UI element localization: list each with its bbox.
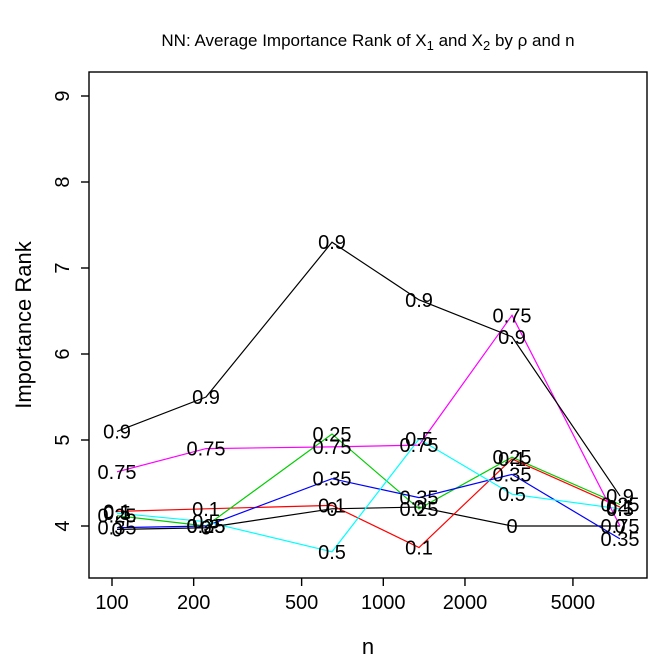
point-label-rho-0.9-n-200: 0.9 — [192, 387, 220, 409]
y-tick-label-4: 4 — [52, 520, 74, 531]
point-label-rho-0.35-n-200: 0.35 — [187, 516, 226, 538]
point-label-rho-0-n-2000: 0 — [506, 516, 517, 538]
series-line-rho-0.35 — [116, 473, 621, 540]
x-axis-title: n — [362, 634, 374, 659]
plot-box — [88, 71, 648, 579]
point-label-rho-0.75-n-500: 0.75 — [313, 437, 352, 459]
chart-title: NN: Average Importance Rank of X1 and X2… — [161, 31, 574, 53]
point-label-rho-0.1-n-500: 0.1 — [318, 495, 346, 517]
point-label-rho-0.9-n-1000: 0.9 — [405, 290, 433, 312]
point-label-rho-0.5-n-2000: 0.5 — [498, 484, 526, 506]
series-line-rho-0.5 — [116, 438, 621, 553]
point-label-rho-0.1-n-1000: 0.1 — [405, 538, 433, 560]
y-tick-label-9: 9 — [52, 90, 74, 101]
point-label-rho-0.75-n-2000: 0.75 — [493, 305, 532, 327]
point-label-rho-0.75-n-200: 0.75 — [187, 439, 226, 461]
point-label-rho-0.35-n-500: 0.35 — [313, 469, 352, 491]
point-label-rho-0.25-n-2000: 0.25 — [493, 447, 532, 469]
series-line-rho-0.75 — [116, 314, 621, 527]
x-tick-label-2000: 2000 — [443, 592, 488, 614]
x-tick-label-5000: 5000 — [551, 592, 596, 614]
x-tick-label-500: 500 — [285, 592, 318, 614]
series-line-rho-0 — [116, 506, 620, 531]
point-label-rho-0.25-n-200: 0.25 — [187, 516, 226, 538]
point-label-rho-0.5-n-1000: 0.5 — [405, 429, 433, 451]
x-tick-label-1000: 1000 — [361, 592, 406, 614]
y-tick-label-6: 6 — [52, 348, 74, 359]
point-label-rho-0.9-n-2000: 0.9 — [498, 327, 526, 349]
title-subscript: 1 — [427, 38, 434, 53]
point-label-rho-0.1-n-100: 0.1 — [103, 501, 131, 523]
series-line-rho-0.25 — [116, 433, 621, 527]
point-label-rho-0-n-200: 0 — [200, 518, 211, 540]
point-label-rho-0.9-n-5000: 0.9 — [606, 486, 634, 508]
point-label-rho-0.35-n-5000: 0.35 — [601, 529, 640, 551]
point-label-rho-0.9-n-100: 0.9 — [103, 421, 131, 443]
title-subscript: 2 — [483, 38, 490, 53]
point-label-rho-0.5-n-5000: 0.5 — [606, 499, 634, 521]
title-text: NN: Average Importance Rank of X — [161, 31, 426, 50]
y-tick-label-8: 8 — [52, 176, 74, 187]
title-text: by ρ and n — [490, 31, 574, 50]
point-label-rho-0.35-n-1000: 0.35 — [400, 488, 439, 510]
point-label-rho-0.25-n-5000: 0.25 — [601, 495, 640, 517]
point-label-rho-0.25-n-1000: 0.25 — [400, 499, 439, 521]
point-label-rho-0.1-n-200: 0.1 — [192, 499, 220, 521]
point-label-rho-0-n-1000: 0 — [413, 497, 424, 519]
point-label-rho-0-n-500: 0 — [326, 499, 337, 521]
x-tick-label-200: 200 — [177, 592, 210, 614]
point-label-rho-0-n-5000: 0 — [614, 516, 625, 538]
point-label-rho-0.1-n-5000: 0.1 — [606, 497, 634, 519]
point-label-rho-0.35-n-2000: 0.35 — [493, 464, 532, 486]
point-label-rho-0.75-n-5000: 0.75 — [601, 516, 640, 538]
point-label-rho-0.5-n-100: 0.5 — [103, 503, 131, 525]
point-label-rho-0.25-n-500: 0.25 — [313, 424, 352, 446]
point-label-rho-0-n-100: 0 — [111, 519, 122, 541]
point-label-rho-0.75-n-1000: 0.75 — [400, 435, 439, 457]
y-tick-label-7: 7 — [52, 262, 74, 273]
point-label-rho-0.9-n-500: 0.9 — [318, 232, 346, 254]
y-tick-label-5: 5 — [52, 434, 74, 445]
point-label-rho-0.25-n-100: 0.25 — [98, 506, 137, 528]
point-label-rho-0.1-n-2000: 0.1 — [498, 449, 526, 471]
point-label-rho-0.35-n-100: 0.35 — [98, 518, 137, 540]
x-tick-label-100: 100 — [95, 592, 128, 614]
y-axis-title: Importance Rank — [11, 240, 36, 409]
series-line-rho-0.1 — [116, 458, 621, 549]
point-label-rho-0.5-n-500: 0.5 — [318, 542, 346, 564]
point-label-rho-0.5-n-200: 0.5 — [192, 512, 220, 534]
title-text: and X — [434, 31, 483, 50]
series-line-rho-0.9 — [116, 241, 621, 497]
point-label-rho-0.75-n-100: 0.75 — [98, 462, 137, 484]
